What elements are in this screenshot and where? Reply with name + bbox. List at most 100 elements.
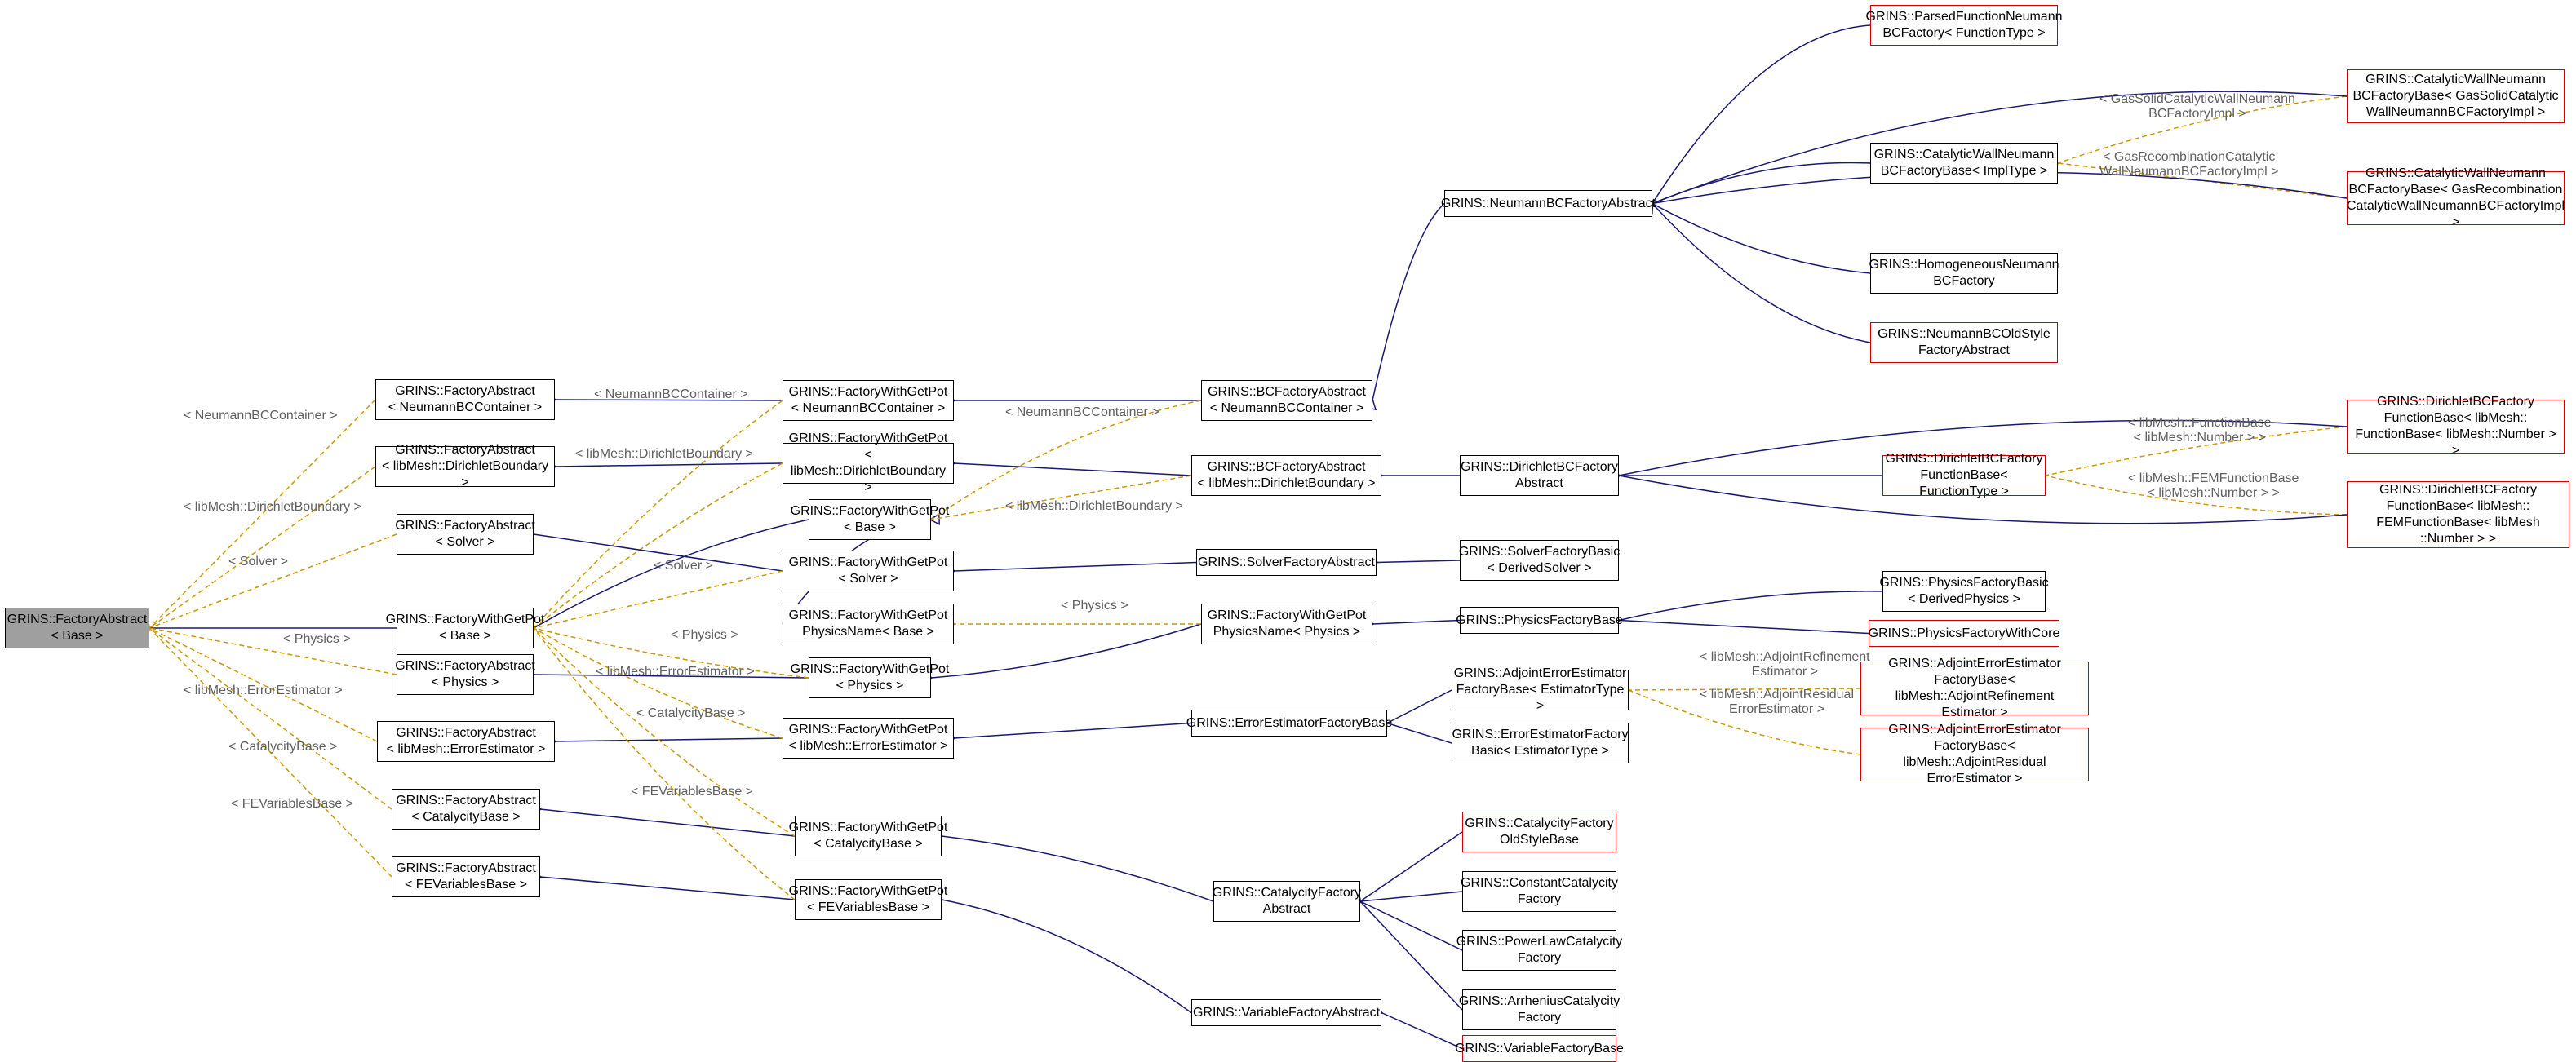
edge-label-femfbnum: < libMesh::FEMFunctionBase < libMesh::Nu… [2128, 471, 2299, 501]
node-nbcfa[interactable]: GRINS::NeumannBCFactoryAbstract [1444, 190, 1652, 217]
edge-fwgp_dirichlet-to-fa_dirichlet [555, 463, 783, 467]
node-fa_fevar[interactable]: GRINS::FactoryAbstract < FEVariablesBase… [392, 856, 540, 897]
edge-fa_catabase-to-root [149, 628, 392, 809]
edge-fwgp_physname2-to-fwgp_physics [931, 624, 1201, 678]
edge-label-gasrec: < GasRecombinationCatalytic WallNeumannB… [2099, 150, 2278, 179]
node-fa_dirichlet[interactable]: GRINS::FactoryAbstract < libMesh::Dirich… [375, 446, 555, 487]
edge-bcfa_dirichlet-to-fwgp_dirichlet [954, 463, 1191, 476]
node-adj_errest_fb[interactable]: GRINS::AdjointErrorEstimator FactoryBase… [1452, 670, 1629, 710]
node-fwgp_base[interactable]: GRINS::FactoryWithGetPot < Base > [397, 608, 534, 648]
node-fwgp_physname2[interactable]: GRINS::FactoryWithGetPot PhysicsName< Ph… [1201, 604, 1372, 644]
edge-fwgp_dirichlet-to-fwgp_base [534, 463, 783, 628]
node-fa_physics[interactable]: GRINS::FactoryAbstract < Physics > [397, 654, 534, 695]
node-fa_neumann[interactable]: GRINS::FactoryAbstract < NeumannBCContai… [375, 379, 555, 420]
node-fa_errest[interactable]: GRINS::FactoryAbstract < libMesh::ErrorE… [377, 721, 555, 762]
node-solverfbasic[interactable]: GRINS::SolverFactoryBasic < DerivedSolve… [1460, 540, 1619, 581]
edge-fwgp_errest-to-fwgp_base [534, 628, 783, 738]
edge-catwnbc_gasrec-to-catwnbc_impl [2058, 163, 2347, 198]
node-catwnbc_impl[interactable]: GRINS::CatalyticWallNeumann BCFactoryBas… [1870, 143, 2058, 184]
node-dbcf_femfb_num[interactable]: GRINS::DirichletBCFactory FunctionBase< … [2347, 481, 2569, 548]
edge-label-physics: < Physics > [283, 632, 351, 647]
node-physfb[interactable]: GRINS::PhysicsFactoryBase [1460, 607, 1619, 634]
edge-varfa-to-fwgp_fevar [942, 900, 1191, 1013]
node-dbcf_fb_ft[interactable]: GRINS::DirichletBCFactory FunctionBase< … [1882, 455, 2046, 496]
edge-catwnbc_impl-to-nbcfa [1652, 163, 1870, 204]
edge-errestfbasic-to-errestfb [1387, 723, 1452, 744]
node-varfa[interactable]: GRINS::VariableFactoryAbstract [1191, 999, 1381, 1026]
node-adj_errest_res[interactable]: GRINS::AdjointErrorEstimator FactoryBase… [1860, 728, 2089, 781]
edge-fa_dirichlet-to-root [149, 467, 375, 628]
edge-label-solver: < Solver > [228, 555, 288, 569]
node-bcfa_neumann[interactable]: GRINS::BCFactoryAbstract < NeumannBCCont… [1201, 380, 1372, 421]
node-catafa[interactable]: GRINS::CatalycityFactory Abstract [1213, 881, 1360, 922]
node-varfb[interactable]: GRINS::VariableFactoryBase [1462, 1035, 1616, 1062]
node-errestfb[interactable]: GRINS::ErrorEstimatorFactoryBase [1191, 710, 1387, 737]
node-fwgp_physics[interactable]: GRINS::FactoryWithGetPot < Physics > [809, 657, 931, 698]
node-powerlawcataf[interactable]: GRINS::PowerLawCatalycity Factory [1462, 930, 1616, 971]
edge-label-fbnum: < libMesh::FunctionBase < libMesh::Numbe… [2128, 416, 2272, 445]
edge-fa_errest-to-root [149, 628, 377, 741]
edge-physfbasic-to-physfb [1619, 591, 1882, 621]
edge-fa_physics-to-root [149, 628, 397, 675]
node-fwgp_fevar[interactable]: GRINS::FactoryWithGetPot < FEVariablesBa… [795, 879, 942, 920]
node-bcfa_dirichlet[interactable]: GRINS::BCFactoryAbstract < libMesh::Diri… [1191, 455, 1381, 496]
edge-label-fevar: < FEVariablesBase > [231, 797, 353, 812]
edge-nbcfa-to-bcfa_neumann [1372, 204, 1444, 401]
edge-adj_errest_res-to-adj_errest_fb [1629, 690, 1860, 754]
node-fwgp_dirichlet[interactable]: GRINS::FactoryWithGetPot < libMesh::Diri… [783, 443, 954, 484]
edge-label-dbd2: < libMesh::DirichletBoundary > [575, 447, 753, 462]
node-homognbcf[interactable]: GRINS::HomogeneousNeumann BCFactory [1870, 253, 2058, 294]
edge-errestfb-to-fwgp_errest [954, 723, 1191, 739]
node-adj_errest_ref[interactable]: GRINS::AdjointErrorEstimator FactoryBase… [1860, 662, 2089, 715]
edge-label-physics2: < Physics > [671, 628, 738, 643]
edge-label-errest: < libMesh::ErrorEstimator > [184, 684, 343, 698]
edge-fwgp_catabase-to-fa_catabase [540, 809, 795, 836]
edge-homognbcf-to-nbcfa [1652, 204, 1870, 274]
edge-label-physics3: < Physics > [1061, 599, 1128, 613]
node-errestfbasic[interactable]: GRINS::ErrorEstimatorFactory Basic< Esti… [1452, 723, 1629, 763]
node-catwnbc_gassc[interactable]: GRINS::CatalyticWallNeumann BCFactoryBas… [2347, 69, 2565, 123]
node-dbcfa[interactable]: GRINS::DirichletBCFactory Abstract [1460, 455, 1619, 496]
node-catafoldstyle[interactable]: GRINS::CatalycityFactory OldStyleBase [1462, 812, 1616, 852]
edge-fwgp_fevar-to-fwgp_base [534, 628, 795, 900]
node-fwgp_physname[interactable]: GRINS::FactoryWithGetPot PhysicsName< Ba… [783, 604, 954, 644]
node-constcataf[interactable]: GRINS::ConstantCatalycity Factory [1462, 871, 1616, 912]
node-fa_solver[interactable]: GRINS::FactoryAbstract < Solver > [397, 514, 534, 555]
node-fwgp_solver[interactable]: GRINS::FactoryWithGetPot < Solver > [783, 551, 954, 591]
edge-fwgp_catabase-to-fwgp_base [534, 628, 795, 836]
edge-label-catabase2: < CatalycityBase > [636, 706, 745, 721]
node-catwnbc_gasrec[interactable]: GRINS::CatalyticWallNeumann BCFactoryBas… [2347, 171, 2565, 225]
edge-label-dbd3: < libMesh::DirichletBoundary > [1005, 499, 1183, 514]
edge-label-errest2: < libMesh::ErrorEstimator > [596, 665, 755, 679]
edge-varfb-to-varfa [1381, 1013, 1462, 1049]
edge-label-dbd: < libMesh::DirichletBoundary > [184, 500, 361, 515]
edge-fwgp_physics-to-fa_physics [534, 675, 809, 678]
edge-fa_neumann-to-root [149, 400, 375, 628]
edge-fwgp_neumann-to-fwgp_base [534, 400, 783, 628]
node-fwgp_base2[interactable]: GRINS::FactoryWithGetPot < Base > [809, 499, 931, 540]
node-physfwcore[interactable]: GRINS::PhysicsFactoryWithCore [1869, 620, 2059, 647]
edge-label-adjres: < libMesh::AdjointResidual ErrorEstimato… [1700, 688, 1854, 717]
node-dbcf_fb_num[interactable]: GRINS::DirichletBCFactory FunctionBase< … [2347, 400, 2565, 454]
node-fa_catabase[interactable]: GRINS::FactoryAbstract < CatalycityBase … [392, 789, 540, 830]
node-nbcoldstylefa[interactable]: GRINS::NeumannBCOldStyle FactoryAbstract [1870, 322, 2058, 363]
node-root: GRINS::FactoryAbstract < Base > [5, 608, 149, 648]
edge-fwgp_solver-to-fwgp_base [534, 571, 783, 628]
node-parsedfnbc[interactable]: GRINS::ParsedFunctionNeumann BCFactory< … [1870, 5, 2058, 46]
node-arrhcataf[interactable]: GRINS::ArrheniusCatalycity Factory [1462, 989, 1616, 1030]
edge-label-catabase: < CatalycityBase > [228, 740, 337, 754]
edge-physfb-to-fwgp_physname2 [1372, 621, 1460, 625]
node-fwgp_catabase[interactable]: GRINS::FactoryWithGetPot < CatalycityBas… [795, 816, 942, 856]
edge-label-gassc: < GasSolidCatalyticWallNeumann BCFactory… [2099, 92, 2295, 122]
node-solverfa[interactable]: GRINS::SolverFactoryAbstract [1196, 549, 1377, 576]
edge-fa_fevar-to-root [149, 628, 392, 877]
node-fwgp_errest[interactable]: GRINS::FactoryWithGetPot < libMesh::Erro… [783, 718, 954, 759]
edge-bcfa_neumann-to-fwgp_base2 [931, 400, 1201, 520]
edge-catafoldstyle-to-catafa [1360, 832, 1462, 901]
edge-label-nbc: < NeumannBCContainer > [184, 409, 338, 423]
edge-adj_errest_ref-to-adj_errest_fb [1629, 688, 1860, 690]
edge-bcfa_dirichlet-to-fwgp_base2 [931, 476, 1191, 520]
edge-fwgp_solver-to-fa_solver [534, 534, 783, 571]
node-fwgp_neumann[interactable]: GRINS::FactoryWithGetPot < NeumannBCCont… [783, 380, 954, 421]
node-physfbasic[interactable]: GRINS::PhysicsFactoryBasic < DerivedPhys… [1882, 571, 2046, 612]
